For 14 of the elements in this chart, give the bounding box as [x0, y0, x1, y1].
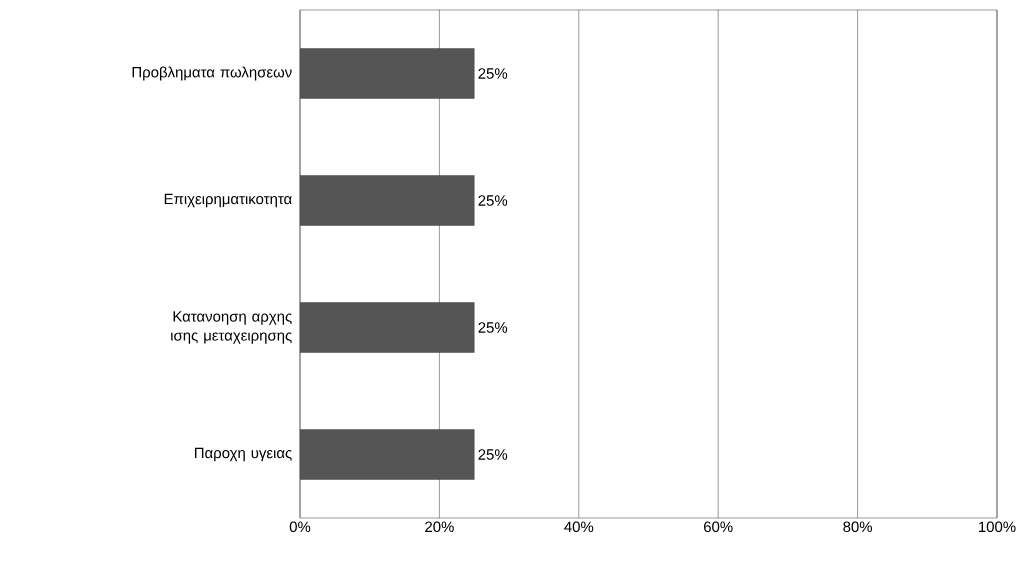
data-label: 25% [478, 449, 508, 460]
x-tick-label: 100% [979, 521, 1016, 533]
data-label: 25% [478, 195, 508, 206]
y-tick-label: Προβληματα πωλησεων [132, 66, 292, 81]
data-label: 25% [478, 68, 508, 79]
x-tick-label: 20% [425, 521, 454, 533]
y-tick-label: Επιχειρηματικοτητα [164, 193, 292, 208]
x-tick-label: 80% [843, 521, 873, 533]
y-tick-label: Κατανοηση αρχης ισης μεταχειρησης [171, 311, 292, 344]
x-tick-label: 60% [704, 521, 733, 533]
data-label: 25% [478, 322, 508, 333]
x-tick-label: 40% [564, 521, 594, 533]
x-tick-label: 0% [289, 521, 311, 533]
y-tick-label: Παροχη υγειας [195, 447, 292, 462]
